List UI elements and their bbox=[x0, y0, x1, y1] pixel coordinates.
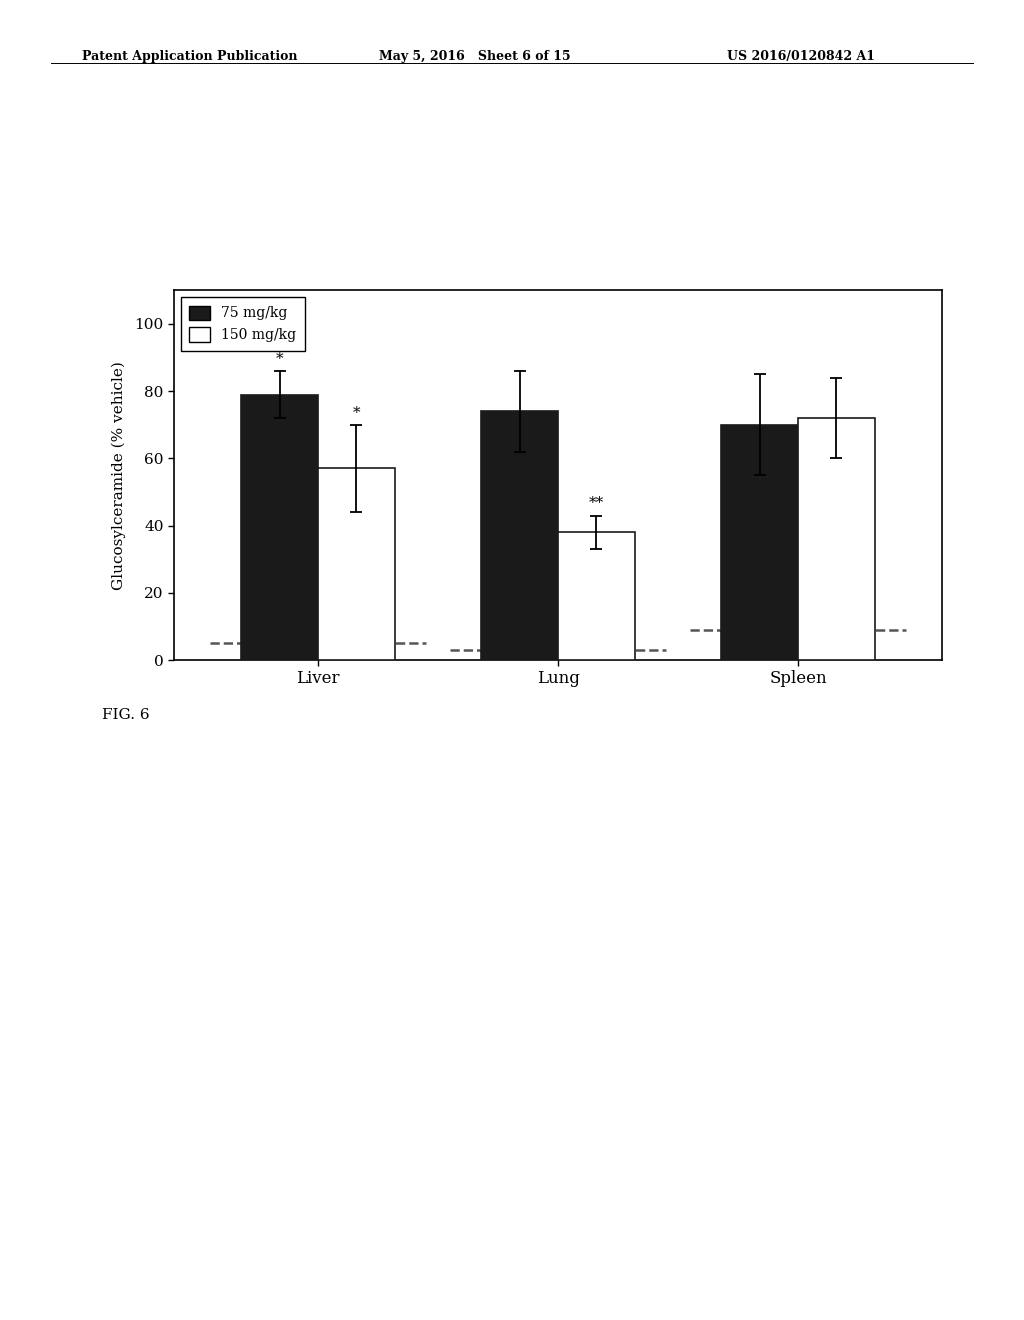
Bar bbox=[798, 418, 874, 660]
Y-axis label: Glucosylceramide (% vehicle): Glucosylceramide (% vehicle) bbox=[112, 360, 126, 590]
Text: *: * bbox=[275, 352, 284, 366]
Bar bbox=[318, 469, 395, 660]
Text: May 5, 2016   Sheet 6 of 15: May 5, 2016 Sheet 6 of 15 bbox=[379, 50, 570, 63]
Text: US 2016/0120842 A1: US 2016/0120842 A1 bbox=[727, 50, 876, 63]
Text: Patent Application Publication: Patent Application Publication bbox=[82, 50, 297, 63]
Text: **: ** bbox=[589, 496, 604, 511]
Bar bbox=[242, 395, 318, 660]
Text: *: * bbox=[352, 405, 360, 420]
Bar bbox=[558, 532, 635, 660]
Bar bbox=[481, 412, 558, 660]
Text: FIG. 6: FIG. 6 bbox=[102, 709, 151, 722]
Legend: 75 mg/kg, 150 mg/kg: 75 mg/kg, 150 mg/kg bbox=[181, 297, 305, 351]
Bar bbox=[721, 425, 798, 660]
